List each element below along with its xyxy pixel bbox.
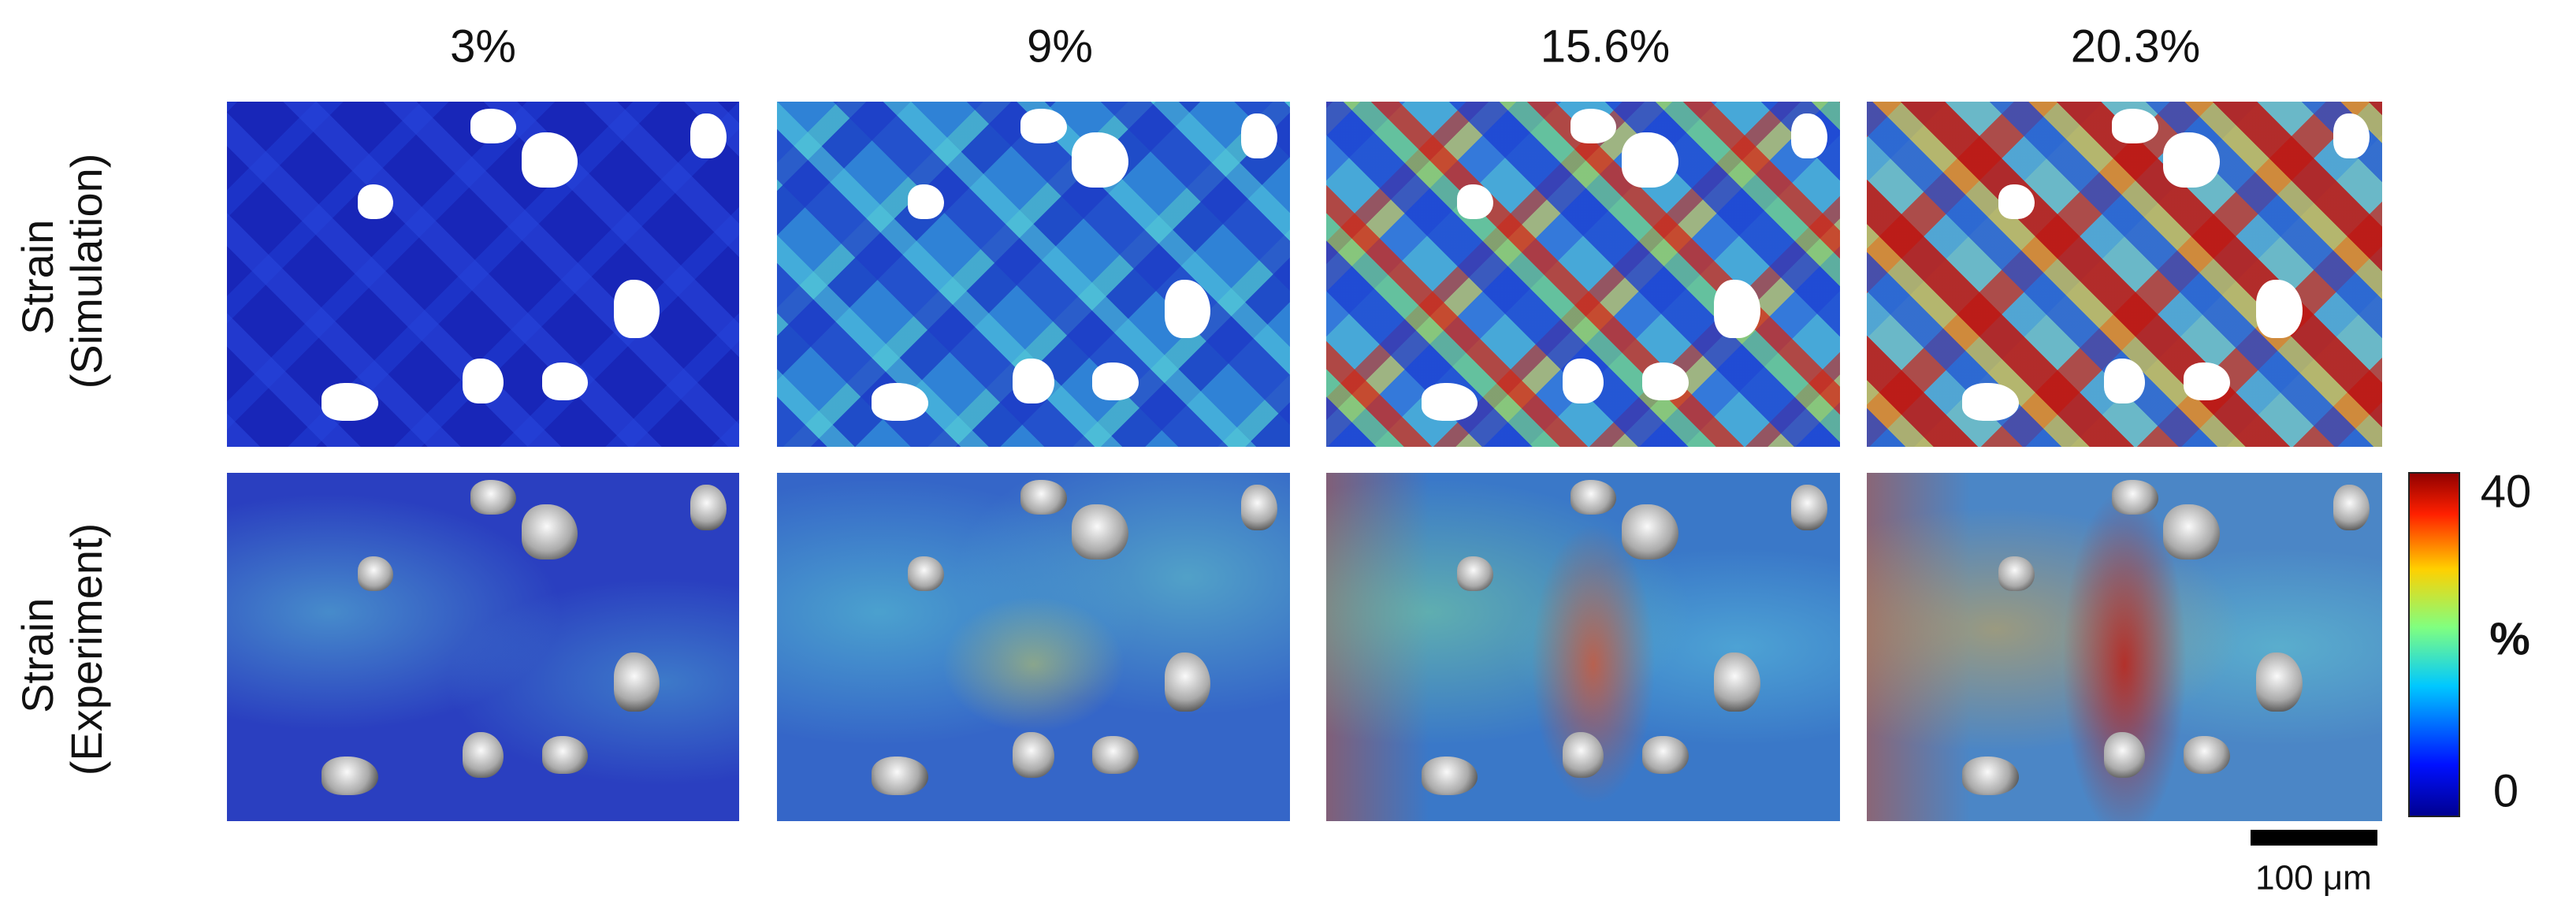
particle	[1714, 279, 1760, 339]
particle	[1998, 556, 2035, 592]
experiment-strain-map	[777, 473, 1290, 821]
particle	[1562, 359, 1604, 404]
particle	[1421, 382, 1478, 422]
particle	[1791, 485, 1827, 530]
column-header: 20.3%	[2071, 20, 2200, 72]
simulation-strain-map	[1326, 102, 1840, 447]
row-label-line: (Experiment)	[61, 523, 111, 776]
colorbar-min: 0	[2493, 765, 2518, 816]
particle	[2333, 485, 2370, 530]
experiment-strain-map	[1867, 473, 2382, 821]
particle	[1562, 732, 1604, 778]
scale-bar	[2251, 830, 2377, 846]
particle	[2184, 362, 2231, 400]
particle	[470, 479, 517, 515]
particle	[2111, 479, 2158, 515]
particle	[2333, 113, 2370, 159]
particle	[1641, 735, 1689, 775]
simulation-strain-map	[227, 102, 739, 447]
particle	[1072, 132, 1128, 188]
particle	[521, 132, 578, 188]
row-label-line: Strain	[13, 598, 62, 713]
particle	[1241, 113, 1277, 159]
particle	[1457, 184, 1493, 219]
experiment-strain-map	[1326, 473, 1840, 821]
particle	[1164, 279, 1211, 339]
particle	[463, 732, 504, 778]
row-label: Strain (Simulation)	[13, 154, 111, 389]
particle	[521, 504, 578, 560]
particle	[470, 108, 517, 143]
particle	[1013, 732, 1054, 778]
particle	[1020, 479, 1067, 515]
particle	[1020, 108, 1067, 143]
particle	[357, 184, 394, 219]
particle	[1241, 485, 1277, 530]
simulation-strain-map	[1867, 102, 2382, 447]
particle	[2184, 735, 2231, 775]
particle	[1791, 113, 1827, 159]
particle	[613, 279, 660, 339]
particle	[1092, 362, 1139, 400]
particle	[541, 362, 589, 400]
particle	[1092, 735, 1139, 775]
particle	[690, 485, 727, 530]
particle	[1457, 556, 1493, 592]
particle	[690, 113, 727, 159]
particle	[1961, 382, 2019, 422]
column-header: 3%	[450, 20, 516, 72]
column-header: 15.6%	[1541, 20, 1670, 72]
particle	[1961, 757, 2019, 795]
particle	[322, 757, 378, 795]
particle	[2163, 132, 2220, 188]
column-header: 9%	[1027, 20, 1093, 72]
particle	[613, 652, 660, 712]
colorbar-max: 40	[2481, 466, 2532, 517]
particle	[541, 735, 589, 775]
particle	[1164, 652, 1211, 712]
colorbar	[2408, 472, 2460, 817]
particle	[908, 556, 944, 592]
particle	[357, 556, 394, 592]
particle	[1072, 504, 1128, 560]
row-label-line: (Simulation)	[61, 154, 111, 389]
particle	[1621, 504, 1678, 560]
particle	[1013, 359, 1054, 404]
particle	[2111, 108, 2158, 143]
row-label-line: Strain	[13, 220, 62, 335]
particle	[2255, 652, 2303, 712]
particle	[1570, 108, 1617, 143]
particle	[2255, 279, 2303, 339]
row-label: Strain (Experiment)	[13, 523, 111, 776]
particle	[1621, 132, 1678, 188]
simulation-strain-map	[777, 102, 1290, 447]
particle	[1641, 362, 1689, 400]
particle	[908, 184, 944, 219]
colorbar-unit: %	[2489, 613, 2530, 664]
particle	[1421, 757, 1478, 795]
particle	[463, 359, 504, 404]
particle	[1570, 479, 1617, 515]
scale-bar-label: 100 μm	[2255, 859, 2372, 898]
particle	[2103, 732, 2146, 778]
particle	[2163, 504, 2220, 560]
particle	[872, 382, 929, 422]
particle	[322, 382, 378, 422]
particle	[872, 757, 929, 795]
experiment-strain-map	[227, 473, 739, 821]
particle	[1998, 184, 2035, 219]
particle	[2103, 359, 2146, 404]
particle	[1714, 652, 1760, 712]
